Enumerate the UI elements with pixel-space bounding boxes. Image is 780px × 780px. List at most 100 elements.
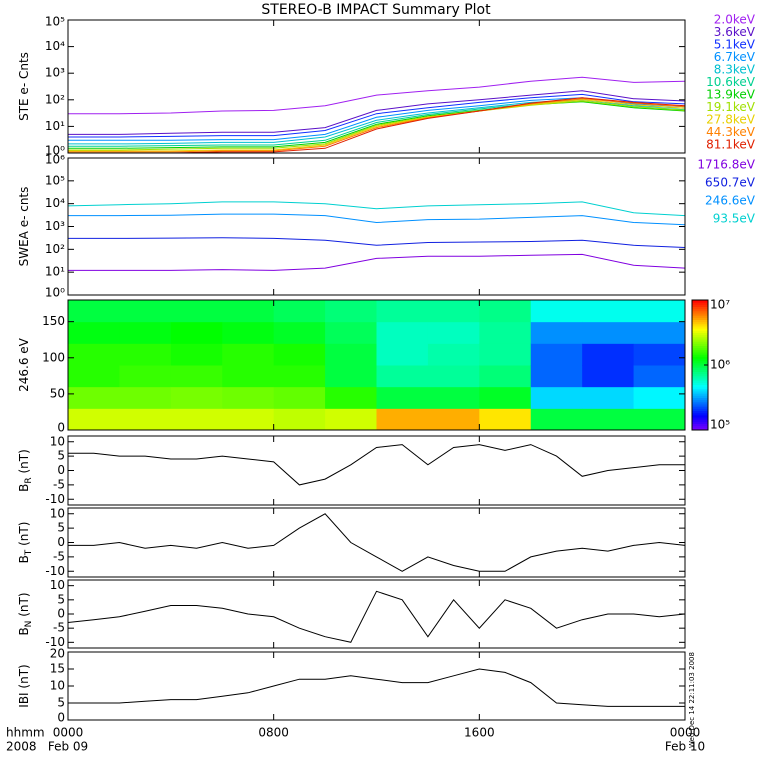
y-axis-label-part: B (17, 555, 31, 563)
legend-entry: 3.6keV (714, 25, 756, 39)
y-tick-label: 10 (50, 506, 65, 520)
panel-frame (67, 507, 686, 578)
heatmap-cell (325, 386, 377, 409)
date-label: Feb 09 (48, 740, 88, 754)
heatmap-cell (530, 365, 583, 388)
data-line (68, 668, 685, 707)
y-axis-label: STE e- Cnts (17, 52, 31, 121)
heatmap-cell (479, 343, 532, 366)
colorbar-step (692, 332, 708, 336)
data-line (68, 444, 685, 486)
colorbar-step (692, 317, 708, 320)
y-tick-label: 10 (50, 679, 65, 693)
heatmap-cell (273, 300, 326, 323)
y-tick-label: 10 (50, 434, 65, 448)
heatmap-cell (273, 386, 326, 409)
colorbar-step (692, 397, 708, 401)
x-tick-label: 0000 (53, 726, 84, 740)
y-tick-label: 5 (57, 696, 65, 710)
data-line (68, 100, 685, 151)
colorbar-step (692, 304, 708, 307)
colorbar-tick-label: 10⁵ (710, 418, 730, 432)
y-axis-label-part: (nT) (17, 592, 31, 620)
colorbar-step (692, 356, 708, 359)
y-tick-label: 10² (45, 242, 65, 256)
legend-entry: 13.9keV (706, 88, 756, 102)
colorbar-step (692, 323, 708, 327)
legend-entry: 1716.8eV (697, 158, 755, 172)
heatmap-cell (68, 321, 120, 344)
y-tick-label: 50 (50, 386, 65, 400)
heatmap-cell (273, 408, 326, 430)
heatmap-cell (530, 408, 583, 430)
colorbar-step (692, 341, 708, 344)
y-tick-label: 100 (42, 350, 65, 364)
colorbar-step (692, 395, 708, 398)
y-tick-label: -5 (53, 621, 65, 635)
heatmap-cell (325, 408, 377, 430)
heatmap-cell (427, 343, 480, 366)
y-tick-label: 15 (50, 662, 65, 676)
heatmap-cell (530, 300, 583, 323)
y-tick-label: 10⁰ (45, 144, 65, 158)
legend-entry: 10.6keV (706, 75, 756, 89)
heatmap-cell (582, 343, 635, 366)
y-tick-label: 10⁴ (45, 39, 65, 53)
colorbar-step (692, 347, 708, 351)
colorbar-step (692, 382, 708, 385)
y-tick-label: 0 (57, 711, 65, 725)
data-line (68, 513, 685, 572)
y-tick-label: 0 (57, 535, 65, 549)
y-tick-label: 10³ (45, 219, 65, 233)
panel-frame (67, 19, 686, 154)
y-tick-label: -10 (45, 635, 65, 649)
heatmap-cell (376, 408, 429, 430)
y-axis-label: BR (nT) (17, 449, 34, 492)
panel-frame (67, 157, 686, 296)
heatmap-cell (170, 365, 223, 388)
colorbar-step (692, 384, 708, 388)
y-axis-label: BT (nT) (17, 522, 34, 564)
colorbar-step (692, 365, 708, 368)
data-line (68, 201, 685, 217)
y-tick-label: 10³ (45, 66, 65, 80)
colorbar-step (692, 319, 708, 323)
heatmap-cell (427, 321, 480, 344)
colorbar-step (692, 313, 708, 316)
y-tick-label: 0 (57, 421, 65, 435)
colorbar-step (692, 375, 708, 379)
colorbar-step (692, 315, 708, 318)
heatmap-cell (582, 386, 635, 409)
heatmap-cell (170, 300, 223, 323)
heatmap-cell (119, 386, 172, 409)
colorbar-tick-label: 10⁶ (710, 358, 730, 372)
y-tick-label: 0 (57, 463, 65, 477)
y-tick-label: 10¹ (45, 119, 65, 133)
colorbar-step (692, 367, 708, 370)
colorbar-step (692, 427, 708, 431)
heatmap-cell (170, 386, 223, 409)
colorbar-step (692, 371, 708, 375)
colorbar-step (692, 393, 708, 396)
heatmap-cell (427, 408, 480, 430)
data-line (68, 97, 685, 153)
heatmap-cell (68, 365, 120, 388)
y-tick-label: -10 (45, 564, 65, 578)
colorbar-step (692, 419, 708, 422)
data-line (68, 99, 685, 152)
colorbar-step (692, 343, 708, 346)
legend-entry: 2.0keV (714, 13, 756, 27)
panel-frame (67, 579, 686, 649)
heatmap-cell (530, 321, 583, 344)
colorbar-step (692, 330, 708, 333)
colorbar-step (692, 321, 708, 325)
heatmap-cell (119, 300, 172, 323)
colorbar-step (692, 300, 708, 303)
colorbar-step (692, 410, 708, 414)
colorbar-step (692, 412, 708, 416)
heatmap-cell (68, 386, 120, 409)
heatmap-cell (427, 386, 480, 409)
y-axis-label-sub: R (24, 477, 34, 483)
colorbar-step (692, 349, 708, 353)
heatmap-cell (68, 300, 120, 323)
